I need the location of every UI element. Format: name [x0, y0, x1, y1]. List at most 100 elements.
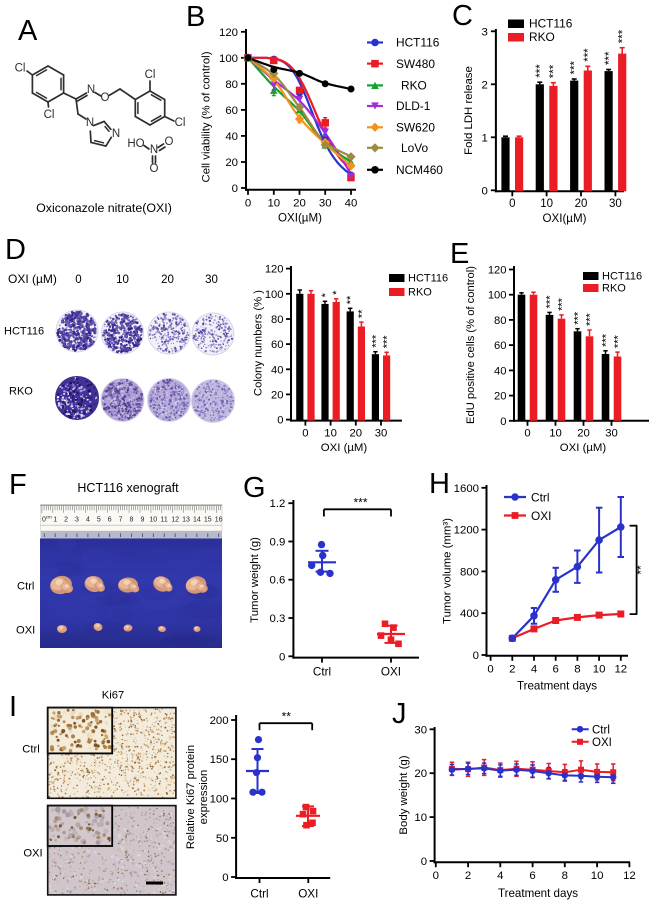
svg-text:10: 10 — [116, 274, 129, 286]
svg-text:0: 0 — [421, 856, 427, 868]
svg-text:cm: cm — [46, 515, 52, 520]
svg-text:**: ** — [634, 565, 648, 575]
svg-text:0: 0 — [222, 872, 228, 884]
svg-text:150: 150 — [210, 754, 229, 766]
svg-text:0.9: 0.9 — [270, 537, 286, 549]
svg-text:*: * — [320, 292, 332, 297]
svg-text:HCT116: HCT116 — [396, 36, 440, 50]
svg-text:Ctrl: Ctrl — [22, 744, 39, 756]
svg-text:14: 14 — [193, 517, 201, 524]
svg-text:20: 20 — [577, 428, 590, 440]
svg-text:0.6: 0.6 — [270, 575, 286, 587]
svg-text:12: 12 — [623, 870, 636, 882]
svg-text:OXI(µM): OXI(µM) — [278, 212, 322, 225]
svg-text:0: 0 — [433, 870, 439, 882]
svg-text:Ctrl: Ctrl — [17, 581, 34, 593]
svg-text:***: *** — [584, 312, 596, 326]
svg-text:Relative Ki67 protein: Relative Ki67 protein — [185, 745, 197, 849]
svg-text:60: 60 — [271, 339, 283, 351]
svg-text:***: *** — [569, 61, 581, 75]
svg-text:0: 0 — [279, 651, 285, 663]
svg-text:100: 100 — [265, 289, 284, 301]
svg-text:20: 20 — [414, 768, 427, 780]
svg-text:NCM460: NCM460 — [396, 163, 443, 177]
svg-text:10: 10 — [414, 812, 427, 824]
svg-text:8: 8 — [130, 517, 134, 524]
svg-text:J: J — [392, 698, 407, 730]
svg-text:6: 6 — [553, 664, 559, 676]
svg-text:OXI: OXI — [23, 848, 42, 860]
svg-text:0: 0 — [524, 428, 530, 440]
svg-text:***: *** — [549, 64, 561, 78]
svg-text:120: 120 — [265, 264, 284, 276]
svg-text:***: *** — [604, 51, 616, 65]
svg-text:N: N — [86, 117, 94, 129]
svg-text:4: 4 — [497, 870, 503, 882]
svg-text:20: 20 — [225, 157, 238, 169]
svg-text:16: 16 — [215, 517, 223, 524]
svg-text:5: 5 — [97, 517, 101, 524]
svg-text:N: N — [87, 84, 95, 96]
svg-text:400: 400 — [460, 608, 479, 620]
svg-text:30: 30 — [319, 198, 332, 210]
svg-text:15: 15 — [204, 517, 212, 524]
svg-text:12: 12 — [171, 517, 179, 524]
svg-text:1: 1 — [482, 132, 488, 144]
svg-text:4: 4 — [86, 517, 90, 524]
svg-text:13: 13 — [182, 517, 190, 524]
svg-text:0: 0 — [473, 650, 479, 662]
svg-text:O: O — [101, 92, 110, 104]
svg-text:10: 10 — [549, 428, 562, 440]
svg-text:***: *** — [617, 29, 629, 43]
svg-text:G: G — [243, 472, 266, 504]
svg-text:***: *** — [600, 333, 612, 347]
svg-text:***: *** — [583, 48, 595, 62]
svg-text:6: 6 — [108, 517, 112, 524]
svg-text:expression: expression — [198, 770, 210, 825]
svg-text:HCT116: HCT116 — [602, 271, 642, 283]
svg-text:1.2: 1.2 — [270, 498, 286, 510]
svg-text:30: 30 — [609, 198, 622, 210]
svg-text:E: E — [450, 238, 469, 270]
svg-text:**: ** — [356, 309, 368, 318]
svg-text:80: 80 — [271, 314, 283, 326]
svg-text:LoVo: LoVo — [401, 141, 429, 155]
svg-text:20: 20 — [161, 274, 174, 286]
svg-text:I: I — [9, 691, 17, 723]
svg-text:Treatment days: Treatment days — [517, 680, 597, 693]
svg-text:100: 100 — [488, 290, 507, 302]
svg-text:OXI: OXI — [16, 625, 35, 637]
svg-text:***: *** — [613, 335, 625, 349]
svg-text:50: 50 — [216, 833, 229, 845]
svg-text:Ctrl: Ctrl — [531, 490, 550, 504]
svg-text:***: *** — [557, 297, 569, 311]
svg-text:10: 10 — [149, 517, 157, 524]
svg-text:200: 200 — [210, 715, 229, 727]
svg-text:1600: 1600 — [454, 483, 479, 495]
svg-text:Cl: Cl — [175, 117, 186, 129]
svg-text:80: 80 — [494, 315, 506, 327]
svg-text:HCT116: HCT116 — [408, 273, 448, 285]
svg-text:D: D — [5, 234, 26, 266]
svg-text:Tumor volume (mm³): Tumor volume (mm³) — [442, 518, 454, 624]
svg-text:OXI (µM): OXI (µM) — [560, 442, 607, 454]
svg-text:1: 1 — [53, 517, 57, 524]
svg-text:0.3: 0.3 — [270, 613, 286, 625]
svg-text:Cell viability (% of control): Cell viability (% of control) — [201, 51, 213, 182]
svg-text:800: 800 — [460, 566, 479, 578]
svg-text:*: * — [331, 290, 343, 295]
svg-text:***: *** — [535, 64, 547, 78]
svg-text:0: 0 — [487, 664, 493, 676]
svg-text:10: 10 — [591, 870, 604, 882]
svg-text:HCT116: HCT116 — [4, 326, 44, 338]
svg-text:10: 10 — [540, 198, 553, 210]
svg-text:10: 10 — [267, 198, 280, 210]
svg-text:20: 20 — [271, 389, 283, 401]
svg-text:60: 60 — [225, 105, 238, 117]
svg-text:8: 8 — [562, 870, 568, 882]
svg-text:9: 9 — [140, 517, 144, 524]
svg-text:40: 40 — [345, 198, 358, 210]
svg-text:0: 0 — [232, 183, 238, 195]
svg-text:7: 7 — [119, 517, 123, 524]
svg-text:4: 4 — [531, 664, 537, 676]
